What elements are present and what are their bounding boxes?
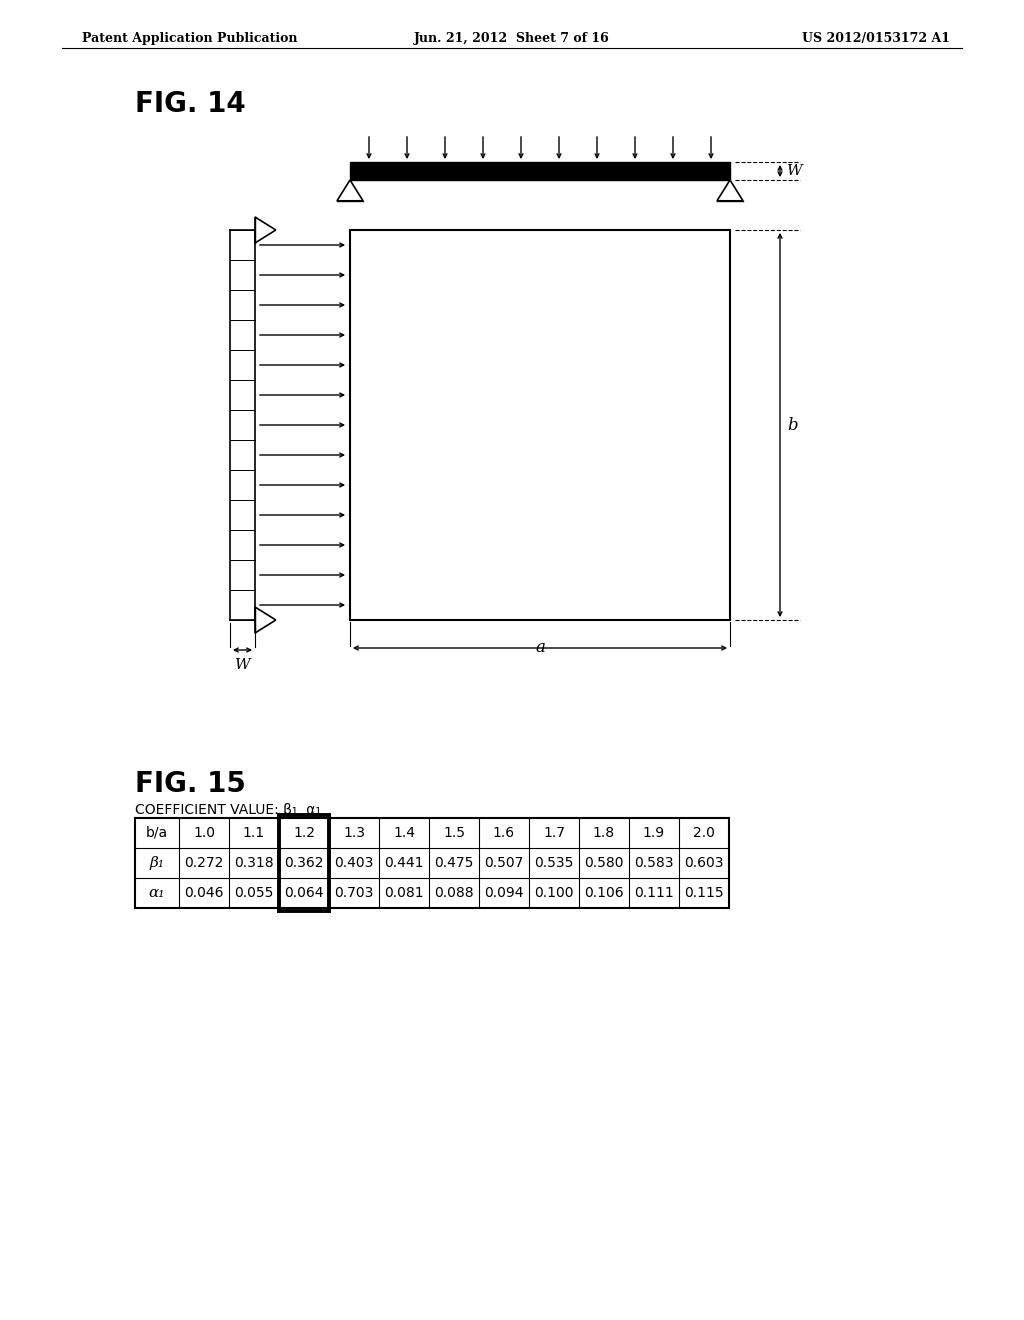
Text: b/a: b/a	[146, 826, 168, 840]
Text: α₁: α₁	[148, 886, 165, 900]
Text: 0.106: 0.106	[584, 886, 624, 900]
Text: 1.3: 1.3	[343, 826, 365, 840]
Text: 0.115: 0.115	[684, 886, 724, 900]
Text: 1.0: 1.0	[193, 826, 215, 840]
Text: 0.318: 0.318	[234, 855, 273, 870]
Text: b: b	[787, 417, 798, 433]
Text: 1.4: 1.4	[393, 826, 415, 840]
Text: US 2012/0153172 A1: US 2012/0153172 A1	[802, 32, 950, 45]
Text: 1.8: 1.8	[593, 826, 615, 840]
Text: 0.580: 0.580	[585, 855, 624, 870]
Text: W: W	[787, 164, 803, 178]
Text: 0.703: 0.703	[334, 886, 374, 900]
Text: a: a	[536, 639, 545, 656]
Text: 1.1: 1.1	[243, 826, 265, 840]
Text: FIG. 15: FIG. 15	[135, 770, 246, 799]
Text: 1.2: 1.2	[293, 826, 315, 840]
Text: 0.046: 0.046	[184, 886, 224, 900]
Text: 0.064: 0.064	[285, 886, 324, 900]
Text: 0.081: 0.081	[384, 886, 424, 900]
Text: 0.603: 0.603	[684, 855, 724, 870]
Text: Patent Application Publication: Patent Application Publication	[82, 32, 298, 45]
Text: β₁: β₁	[150, 855, 165, 870]
Polygon shape	[350, 162, 730, 180]
Text: 1.7: 1.7	[543, 826, 565, 840]
Text: 0.088: 0.088	[434, 886, 474, 900]
Text: FIG. 14: FIG. 14	[135, 90, 246, 117]
Text: 0.535: 0.535	[535, 855, 573, 870]
Text: 1.6: 1.6	[493, 826, 515, 840]
Text: 0.272: 0.272	[184, 855, 223, 870]
Text: 0.507: 0.507	[484, 855, 523, 870]
Text: Jun. 21, 2012  Sheet 7 of 16: Jun. 21, 2012 Sheet 7 of 16	[414, 32, 610, 45]
Text: 0.111: 0.111	[634, 886, 674, 900]
Text: 0.362: 0.362	[285, 855, 324, 870]
Text: 2.0: 2.0	[693, 826, 715, 840]
Text: W: W	[234, 657, 250, 672]
Text: 0.583: 0.583	[634, 855, 674, 870]
Text: 1.9: 1.9	[643, 826, 665, 840]
Text: 0.100: 0.100	[535, 886, 573, 900]
Text: 0.441: 0.441	[384, 855, 424, 870]
Text: 0.094: 0.094	[484, 886, 523, 900]
Text: 0.403: 0.403	[334, 855, 374, 870]
Text: 1.5: 1.5	[443, 826, 465, 840]
Text: COEFFICIENT VALUE: β₁, α₁: COEFFICIENT VALUE: β₁, α₁	[135, 803, 321, 817]
Text: 0.475: 0.475	[434, 855, 474, 870]
Text: 0.055: 0.055	[234, 886, 273, 900]
